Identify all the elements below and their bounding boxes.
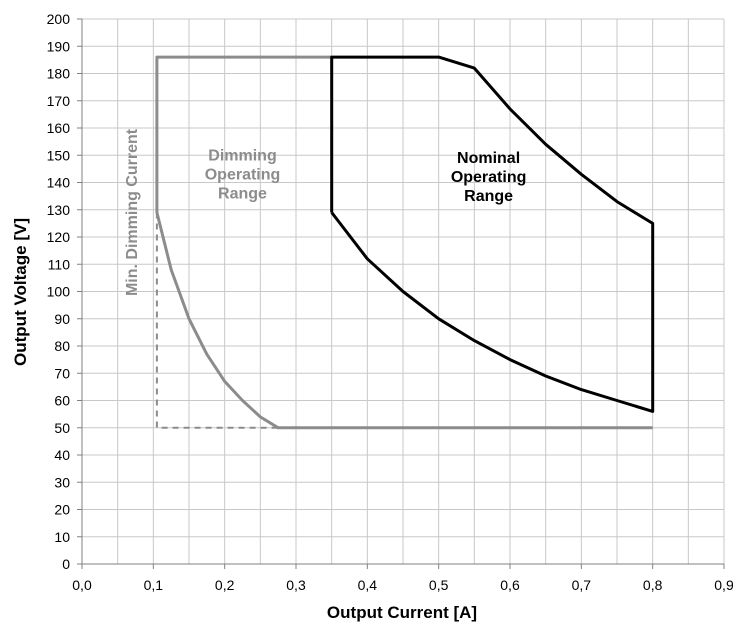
y-tick-label: 180 [47, 66, 71, 82]
y-tick-label: 200 [47, 11, 71, 27]
x-tick-label: 0,3 [286, 577, 306, 593]
series-line-3 [155, 212, 279, 429]
annotation-line: Operating [205, 166, 281, 183]
x-tick-label: 0,6 [500, 577, 520, 593]
annotation-line: Operating [451, 169, 527, 186]
y-tick-label: 20 [54, 502, 70, 518]
x-tick-label: 0,4 [358, 577, 378, 593]
y-tick-label: 40 [54, 447, 70, 463]
y-tick-label: 100 [47, 284, 71, 300]
x-tick-label: 0,2 [215, 577, 235, 593]
x-tick-label: 0,5 [429, 577, 449, 593]
series-layer [155, 55, 655, 430]
annotation-line: Range [218, 185, 267, 202]
y-tick-label: 0 [62, 556, 70, 572]
y-tick-label: 110 [48, 256, 71, 272]
annotation-1: Dimming Operating Range [205, 147, 281, 202]
y-tick-label: 150 [47, 147, 71, 163]
series-line-1 [155, 55, 332, 213]
y-tick-label: 50 [54, 420, 70, 436]
x-tick-labels: 0,0 0,1 0,2 0,3 0,4 0,5 0,6 0,7 0,8 0,9 [72, 564, 733, 593]
x-tick-label: 0,9 [714, 577, 733, 593]
series-line-4 [330, 55, 655, 413]
annotation-line: Dimming [208, 147, 276, 164]
x-tick-label: 0,7 [572, 577, 592, 593]
y-tick-label: 70 [54, 365, 70, 381]
y-tick-label: 30 [54, 474, 70, 490]
y-axis-title: Output Voltage [V] [11, 218, 30, 366]
annotations-layer: Dimming Operating Range Nominal Operating Ran… [124, 128, 526, 296]
annotation-line: Range [464, 188, 513, 205]
x-tick-label: 0,1 [144, 577, 164, 593]
y-tick-labels: 0 10 20 30 40 50 60 70 80 90 100 110 120 130 140 150 160… [47, 11, 82, 572]
x-tick-label: 0,0 [72, 577, 92, 593]
y-tick-label: 120 [47, 229, 71, 245]
annotation-2: Nominal Operating Range [451, 150, 527, 205]
y-tick-label: 90 [54, 311, 70, 327]
y-tick-label: 10 [54, 529, 70, 545]
x-tick-label: 0,8 [643, 577, 663, 593]
y-tick-label: 60 [54, 393, 70, 409]
y-tick-label: 140 [47, 175, 71, 191]
y-tick-label: 80 [54, 338, 70, 354]
x-axis-title: Output Current [A] [327, 603, 477, 622]
annotation-line: Nominal [457, 150, 520, 167]
y-tick-label: 190 [47, 38, 71, 54]
series-line-2 [155, 212, 653, 430]
y-tick-label: 130 [47, 202, 71, 218]
annotation-line: Min. Dimming Current [124, 128, 141, 296]
y-tick-label: 170 [47, 93, 71, 109]
y-tick-label: 160 [47, 120, 71, 136]
annotation-3: Min. Dimming Current [124, 128, 141, 296]
